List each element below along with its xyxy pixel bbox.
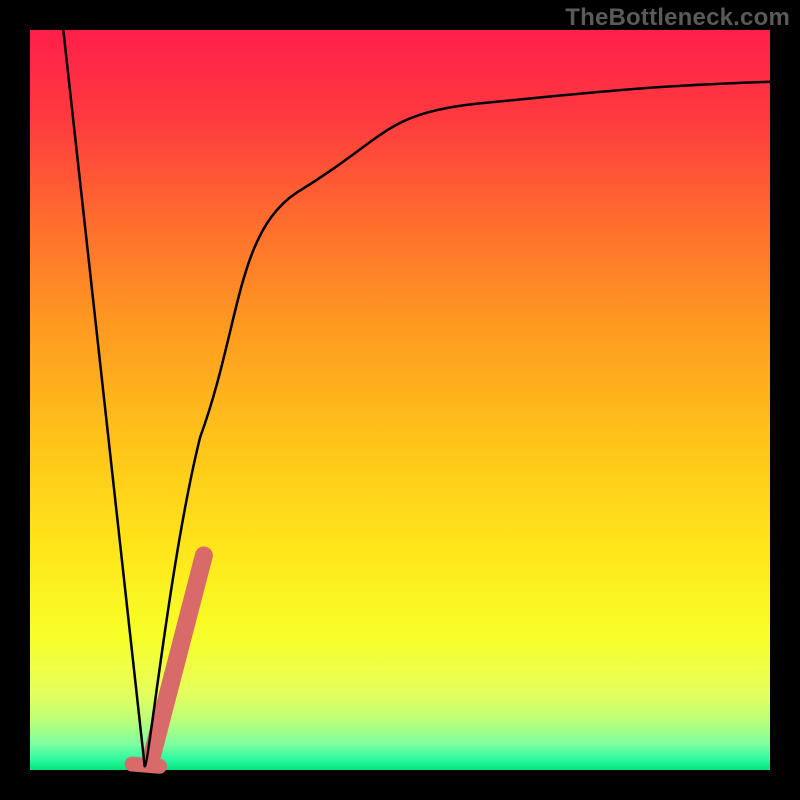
- curve-segment-marker: [152, 555, 204, 755]
- bottleneck-curve-svg: [0, 0, 800, 800]
- watermark-text: TheBottleneck.com: [565, 4, 790, 32]
- chart-container: TheBottleneck.com: [0, 0, 800, 800]
